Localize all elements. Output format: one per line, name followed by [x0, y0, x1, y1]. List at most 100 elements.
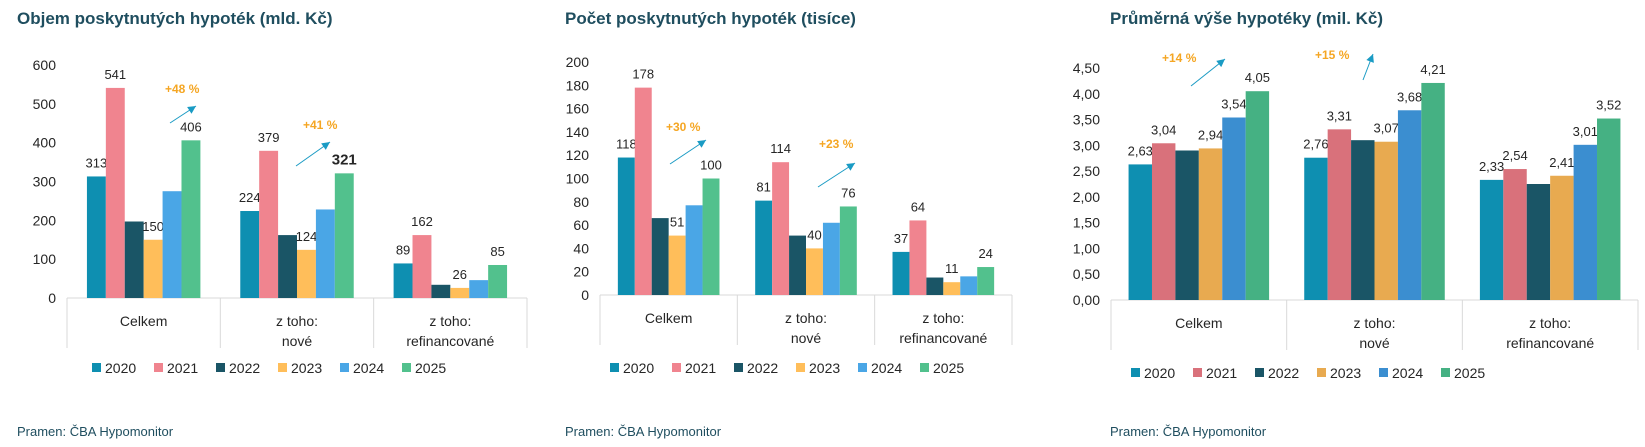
bar-2023 [297, 249, 316, 298]
bar-2024 [469, 280, 489, 298]
growth-annotation: +48 % [165, 82, 200, 96]
bar-2021 [772, 162, 790, 295]
y-tick-label: 1,50 [1073, 215, 1100, 231]
y-tick-label: 200 [566, 54, 590, 70]
bar-2023 [943, 282, 961, 295]
legend-label: 2023 [1330, 365, 1361, 381]
bar-2022 [789, 235, 806, 295]
legend-swatch [858, 363, 867, 372]
bar-2022 [651, 218, 669, 295]
bar-2020 [1304, 157, 1328, 300]
chart-panel-count: Počet poskytnutých hypoték (tisíce) 0 20 4… [548, 0, 1088, 447]
bar-2024 [960, 276, 978, 295]
y-tick-label: 140 [566, 124, 590, 140]
category-label: z toho: [429, 313, 471, 329]
legend-label: 2025 [933, 360, 964, 376]
y-tick-label: 4,00 [1073, 86, 1100, 102]
bar-2021 [634, 87, 652, 295]
legend-swatch [1131, 368, 1140, 377]
y-tick-label: 40 [573, 240, 589, 256]
legend-swatch [920, 363, 929, 372]
data-label: 76 [841, 185, 855, 200]
data-label: 24 [978, 246, 992, 261]
y-tick-label: 180 [566, 77, 590, 93]
data-label: 89 [396, 242, 410, 257]
trend-arrow-icon [697, 140, 706, 148]
legend-label: 2021 [1206, 365, 1237, 381]
bar-2020 [1128, 164, 1152, 300]
legend-swatch [796, 363, 805, 372]
category-label: z toho: [785, 310, 827, 326]
bar-2021 [412, 235, 432, 298]
bar-2024 [822, 222, 840, 295]
bar-2024 [685, 205, 703, 295]
legend-label: 2023 [291, 360, 322, 376]
category-label: Celkem [1175, 315, 1222, 331]
legend-swatch [216, 363, 225, 372]
bar-2020 [240, 211, 260, 298]
legend-label: 2020 [1144, 365, 1175, 381]
bar-2024 [315, 209, 335, 298]
legend-label: 2025 [1454, 365, 1485, 381]
y-tick-label: 0 [581, 287, 589, 303]
y-tick-label: 3,50 [1073, 112, 1100, 128]
legend-label: 2021 [167, 360, 198, 376]
category-label: nové [791, 330, 822, 346]
growth-annotation: +14 % [1162, 51, 1197, 65]
data-label: 3,68 [1397, 89, 1422, 104]
average-bar-chart: 0,00 0,50 1,00 1,50 2,00 2,50 3,00 3,50 4,00 4,50… [1073, 48, 1639, 381]
bar-2021 [105, 87, 125, 298]
source-note: Pramen: ČBA Hypomonitor [1110, 424, 1267, 439]
data-label: 2,41 [1549, 155, 1574, 170]
bar-2022 [431, 284, 451, 298]
trend-arrow-icon [321, 142, 330, 150]
data-label: 2,33 [1479, 159, 1504, 174]
chart-title: Objem poskytnutých hypoték (mld. Kč) [17, 9, 333, 28]
bar-2022 [278, 235, 297, 298]
data-label: 150 [142, 219, 164, 234]
bar-2022 [1526, 184, 1551, 300]
data-label: 85 [490, 244, 504, 259]
data-label: 3,04 [1151, 122, 1176, 137]
category-label: Celkem [120, 313, 167, 329]
data-label: 2,63 [1128, 143, 1153, 158]
chart-title: Průměrná výše hypotéky (mil. Kč) [1110, 9, 1384, 28]
bar-2023 [1374, 141, 1398, 300]
data-label: 2,54 [1502, 148, 1527, 163]
volume-bar-chart: 0 100 200 300 400 500 600 313 224 89 541 379 162 150 1… [33, 57, 528, 376]
trend-arrow-icon [1366, 54, 1374, 63]
bar-2020 [755, 200, 773, 295]
bar-2025 [1597, 118, 1621, 300]
y-tick-label: 4,50 [1073, 60, 1100, 76]
chart-title: Počet poskytnutých hypoték (tisíce) [565, 9, 856, 28]
y-tick-label: 2,00 [1073, 189, 1100, 205]
bar-2025 [977, 267, 995, 295]
legend-swatch [610, 363, 619, 372]
bar-2020 [86, 176, 106, 298]
legend-swatch [1379, 368, 1388, 377]
bar-2021 [1503, 169, 1527, 300]
category-label: refinancované [899, 330, 987, 346]
data-label: 2,76 [1303, 137, 1328, 152]
y-tick-label: 200 [33, 212, 57, 228]
category-label: z toho: [1353, 315, 1395, 331]
bar-2021 [259, 150, 279, 298]
data-label: 4,05 [1245, 70, 1270, 85]
trend-arrow-icon [1216, 59, 1225, 68]
bar-2023 [668, 235, 686, 295]
data-label: 40 [807, 227, 821, 242]
data-label: 313 [86, 155, 108, 170]
data-label: 37 [894, 231, 908, 246]
bar-2025 [839, 206, 857, 295]
growth-annotation: +23 % [819, 137, 854, 151]
growth-annotation: +15 % [1315, 48, 1350, 62]
bar-2022 [926, 277, 944, 295]
legend-label: 2022 [229, 360, 260, 376]
source-note: Pramen: ČBA Hypomonitor [565, 424, 722, 439]
legend-label: 2022 [1268, 365, 1299, 381]
y-tick-label: 80 [573, 194, 589, 210]
legend-label: 2020 [105, 360, 136, 376]
bar-2023 [1198, 148, 1223, 300]
bar-2023 [450, 287, 470, 298]
y-tick-label: 20 [573, 264, 589, 280]
